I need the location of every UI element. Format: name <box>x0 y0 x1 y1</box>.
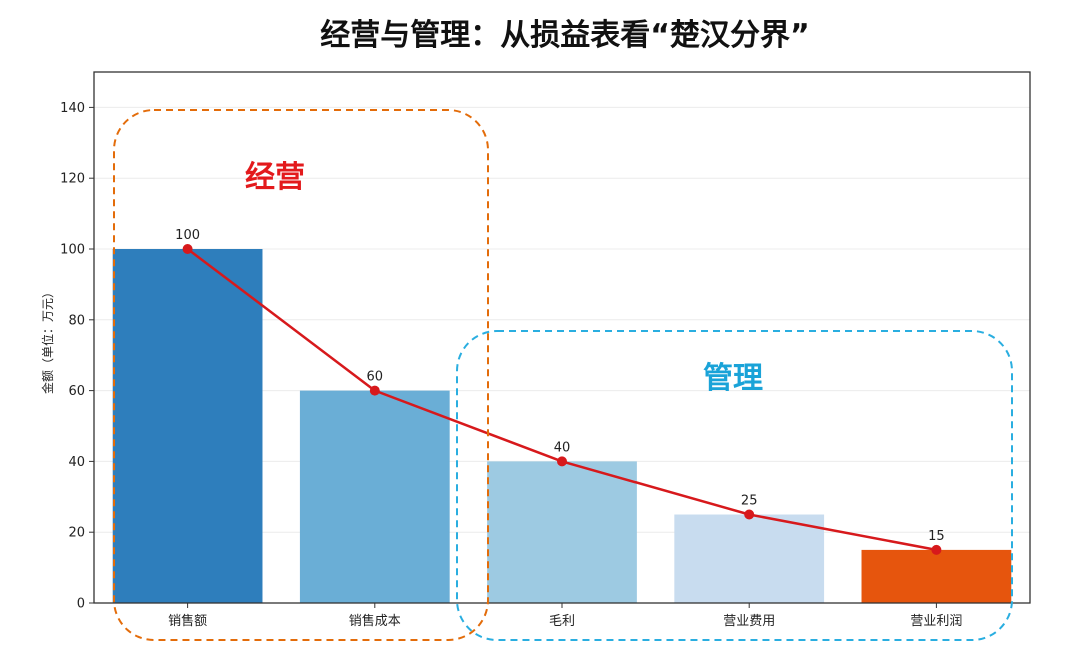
data-label-1: 100 <box>175 228 200 243</box>
annotation-box-2 <box>456 330 1013 641</box>
x-tick-label: 营业费用 <box>723 614 775 629</box>
y-tick-label: 120 <box>60 172 85 187</box>
y-tick-label: 60 <box>68 384 85 399</box>
x-tick-label: 毛利 <box>549 614 575 629</box>
value-labels: 100 60 40 25 15 <box>175 228 944 544</box>
bar-2 <box>299 390 450 603</box>
y-tick-label: 20 <box>68 526 85 541</box>
bar-3 <box>487 461 637 603</box>
trend-point-2 <box>369 385 380 396</box>
trend-point-1 <box>182 244 193 254</box>
trend-point-3 <box>557 456 567 467</box>
trend-point-5 <box>931 544 942 555</box>
axes: 0 20 40 60 80 100 120 140 销售额 销售成本 毛利 营业费用 营业利润 <box>60 71 1031 629</box>
x-tick-label: 销售成本 <box>349 613 401 629</box>
bar-1 <box>112 249 263 603</box>
bar-4 <box>674 514 825 603</box>
trend-line <box>182 244 942 555</box>
annotation-label-2: 管理 <box>703 361 763 396</box>
y-axis-label: 金额（单位：万元） <box>40 286 55 394</box>
data-label-2: 60 <box>367 370 384 385</box>
y-tick-label: 80 <box>68 313 85 328</box>
x-tick-label: 营业利润 <box>910 614 962 629</box>
y-tick-label: 40 <box>68 455 85 470</box>
y-tick-label: 140 <box>60 101 85 116</box>
bars <box>112 249 1012 603</box>
trend-point-4 <box>744 509 755 520</box>
bar-5 <box>861 549 1012 603</box>
annotation-label-1: 经营 <box>245 160 305 195</box>
data-label-4: 25 <box>741 494 758 509</box>
data-label-3: 40 <box>554 440 571 455</box>
annotation-box-1 <box>113 109 489 641</box>
data-label-5: 15 <box>928 529 945 544</box>
y-tick-label: 0 <box>77 597 85 612</box>
x-tick-label: 销售额 <box>168 613 207 629</box>
y-tick-label: 100 <box>60 243 85 258</box>
chart-title: 经营与管理：从损益表看“楚汉分界” <box>320 18 809 53</box>
